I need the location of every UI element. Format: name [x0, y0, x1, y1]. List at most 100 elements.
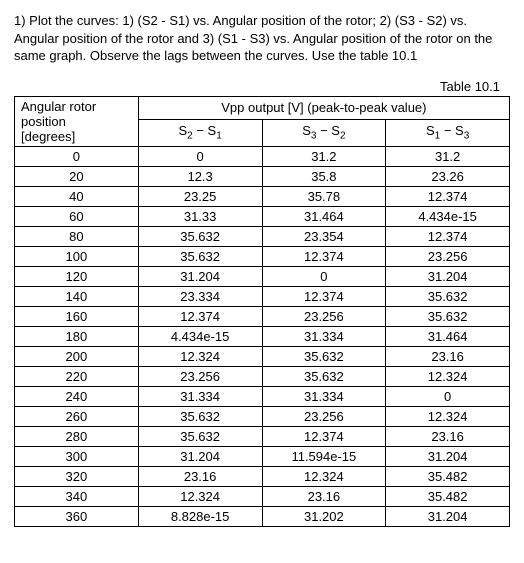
table-cell: 240 — [15, 386, 139, 406]
table-cell: 31.204 — [386, 266, 510, 286]
table-row: 22023.25635.63212.324 — [15, 366, 510, 386]
table-cell: 31.2 — [386, 146, 510, 166]
angular-l2: position — [21, 114, 66, 129]
data-table: Angular rotor position [degrees] Vpp out… — [14, 96, 510, 527]
table-cell: 35.632 — [138, 226, 262, 246]
instructions-text: 1) Plot the curves: 1) (S2 - S1) vs. Ang… — [14, 12, 510, 65]
table-cell: 31.334 — [262, 326, 386, 346]
table-body: 0031.231.22012.335.823.264023.2535.7812.… — [15, 146, 510, 526]
table-row: 24031.33431.3340 — [15, 386, 510, 406]
angular-l1: Angular rotor — [21, 99, 96, 114]
table-cell: 31.204 — [386, 446, 510, 466]
table-row: 14023.33412.37435.632 — [15, 286, 510, 306]
table-cell: 31.204 — [386, 506, 510, 526]
table-cell: 40 — [15, 186, 139, 206]
col-header-s1s3: S1 − S3 — [386, 119, 510, 146]
table-cell: 260 — [15, 406, 139, 426]
table-cell: 35.632 — [386, 286, 510, 306]
table-cell: 31.204 — [138, 266, 262, 286]
table-cell: 12.324 — [138, 486, 262, 506]
table-row: 8035.63223.35412.374 — [15, 226, 510, 246]
table-row: 26035.63223.25612.324 — [15, 406, 510, 426]
table-row: 4023.2535.7812.374 — [15, 186, 510, 206]
table-cell: 35.632 — [386, 306, 510, 326]
table-cell: 320 — [15, 466, 139, 486]
table-row: 0031.231.2 — [15, 146, 510, 166]
table-cell: 12.3 — [138, 166, 262, 186]
table-cell: 31.464 — [262, 206, 386, 226]
table-caption: Table 10.1 — [14, 79, 510, 94]
table-cell: 31.464 — [386, 326, 510, 346]
table-cell: 200 — [15, 346, 139, 366]
table-row: 34012.32423.1635.482 — [15, 486, 510, 506]
table-cell: 23.16 — [386, 426, 510, 446]
table-cell: 12.324 — [386, 406, 510, 426]
table-cell: 0 — [15, 146, 139, 166]
table-cell: 23.16 — [262, 486, 386, 506]
col-header-s2s1: S2 − S1 — [138, 119, 262, 146]
table-row: 28035.63212.37423.16 — [15, 426, 510, 446]
table-cell: 300 — [15, 446, 139, 466]
table-cell: 11.594e-15 — [262, 446, 386, 466]
table-cell: 35.632 — [262, 346, 386, 366]
table-cell: 220 — [15, 366, 139, 386]
table-cell: 12.324 — [386, 366, 510, 386]
table-row: 20012.32435.63223.16 — [15, 346, 510, 366]
table-cell: 35.78 — [262, 186, 386, 206]
table-cell: 12.324 — [138, 346, 262, 366]
table-cell: 360 — [15, 506, 139, 526]
table-cell: 31.202 — [262, 506, 386, 526]
table-row: 2012.335.823.26 — [15, 166, 510, 186]
table-cell: 12.324 — [262, 466, 386, 486]
col-header-vpp: Vpp output [V] (peak-to-peak value) — [138, 96, 509, 119]
table-cell: 35.632 — [138, 426, 262, 446]
table-cell: 23.16 — [138, 466, 262, 486]
table-cell: 0 — [262, 266, 386, 286]
table-cell: 23.16 — [386, 346, 510, 366]
table-cell: 60 — [15, 206, 139, 226]
table-row: 32023.1612.32435.482 — [15, 466, 510, 486]
table-row: 16012.37423.25635.632 — [15, 306, 510, 326]
table-cell: 23.256 — [262, 406, 386, 426]
table-cell: 35.632 — [138, 246, 262, 266]
table-cell: 180 — [15, 326, 139, 346]
table-cell: 23.256 — [138, 366, 262, 386]
table-cell: 23.256 — [262, 306, 386, 326]
table-row: 3608.828e-1531.20231.204 — [15, 506, 510, 526]
table-row: 10035.63212.37423.256 — [15, 246, 510, 266]
table-cell: 31.204 — [138, 446, 262, 466]
table-row: 30031.20411.594e-1531.204 — [15, 446, 510, 466]
table-cell: 23.354 — [262, 226, 386, 246]
table-cell: 23.334 — [138, 286, 262, 306]
table-cell: 4.434e-15 — [138, 326, 262, 346]
table-cell: 23.26 — [386, 166, 510, 186]
table-cell: 4.434e-15 — [386, 206, 510, 226]
table-cell: 160 — [15, 306, 139, 326]
table-cell: 12.374 — [386, 226, 510, 246]
table-cell: 20 — [15, 166, 139, 186]
table-cell: 31.33 — [138, 206, 262, 226]
table-cell: 12.374 — [262, 246, 386, 266]
table-cell: 12.374 — [386, 186, 510, 206]
table-row: 6031.3331.4644.434e-15 — [15, 206, 510, 226]
table-cell: 12.374 — [262, 286, 386, 306]
table-cell: 31.334 — [262, 386, 386, 406]
angular-l3: [degrees] — [21, 129, 75, 144]
col-header-angular: Angular rotor position [degrees] — [15, 96, 139, 146]
table-cell: 35.632 — [262, 366, 386, 386]
table-cell: 0 — [386, 386, 510, 406]
table-cell: 31.334 — [138, 386, 262, 406]
table-cell: 23.256 — [386, 246, 510, 266]
table-cell: 100 — [15, 246, 139, 266]
table-cell: 280 — [15, 426, 139, 446]
table-cell: 340 — [15, 486, 139, 506]
table-cell: 35.632 — [138, 406, 262, 426]
table-cell: 35.482 — [386, 466, 510, 486]
table-cell: 120 — [15, 266, 139, 286]
table-row: 12031.204031.204 — [15, 266, 510, 286]
table-cell: 0 — [138, 146, 262, 166]
table-cell: 8.828e-15 — [138, 506, 262, 526]
col-header-s3s2: S3 − S2 — [262, 119, 386, 146]
table-cell: 140 — [15, 286, 139, 306]
table-cell: 31.2 — [262, 146, 386, 166]
